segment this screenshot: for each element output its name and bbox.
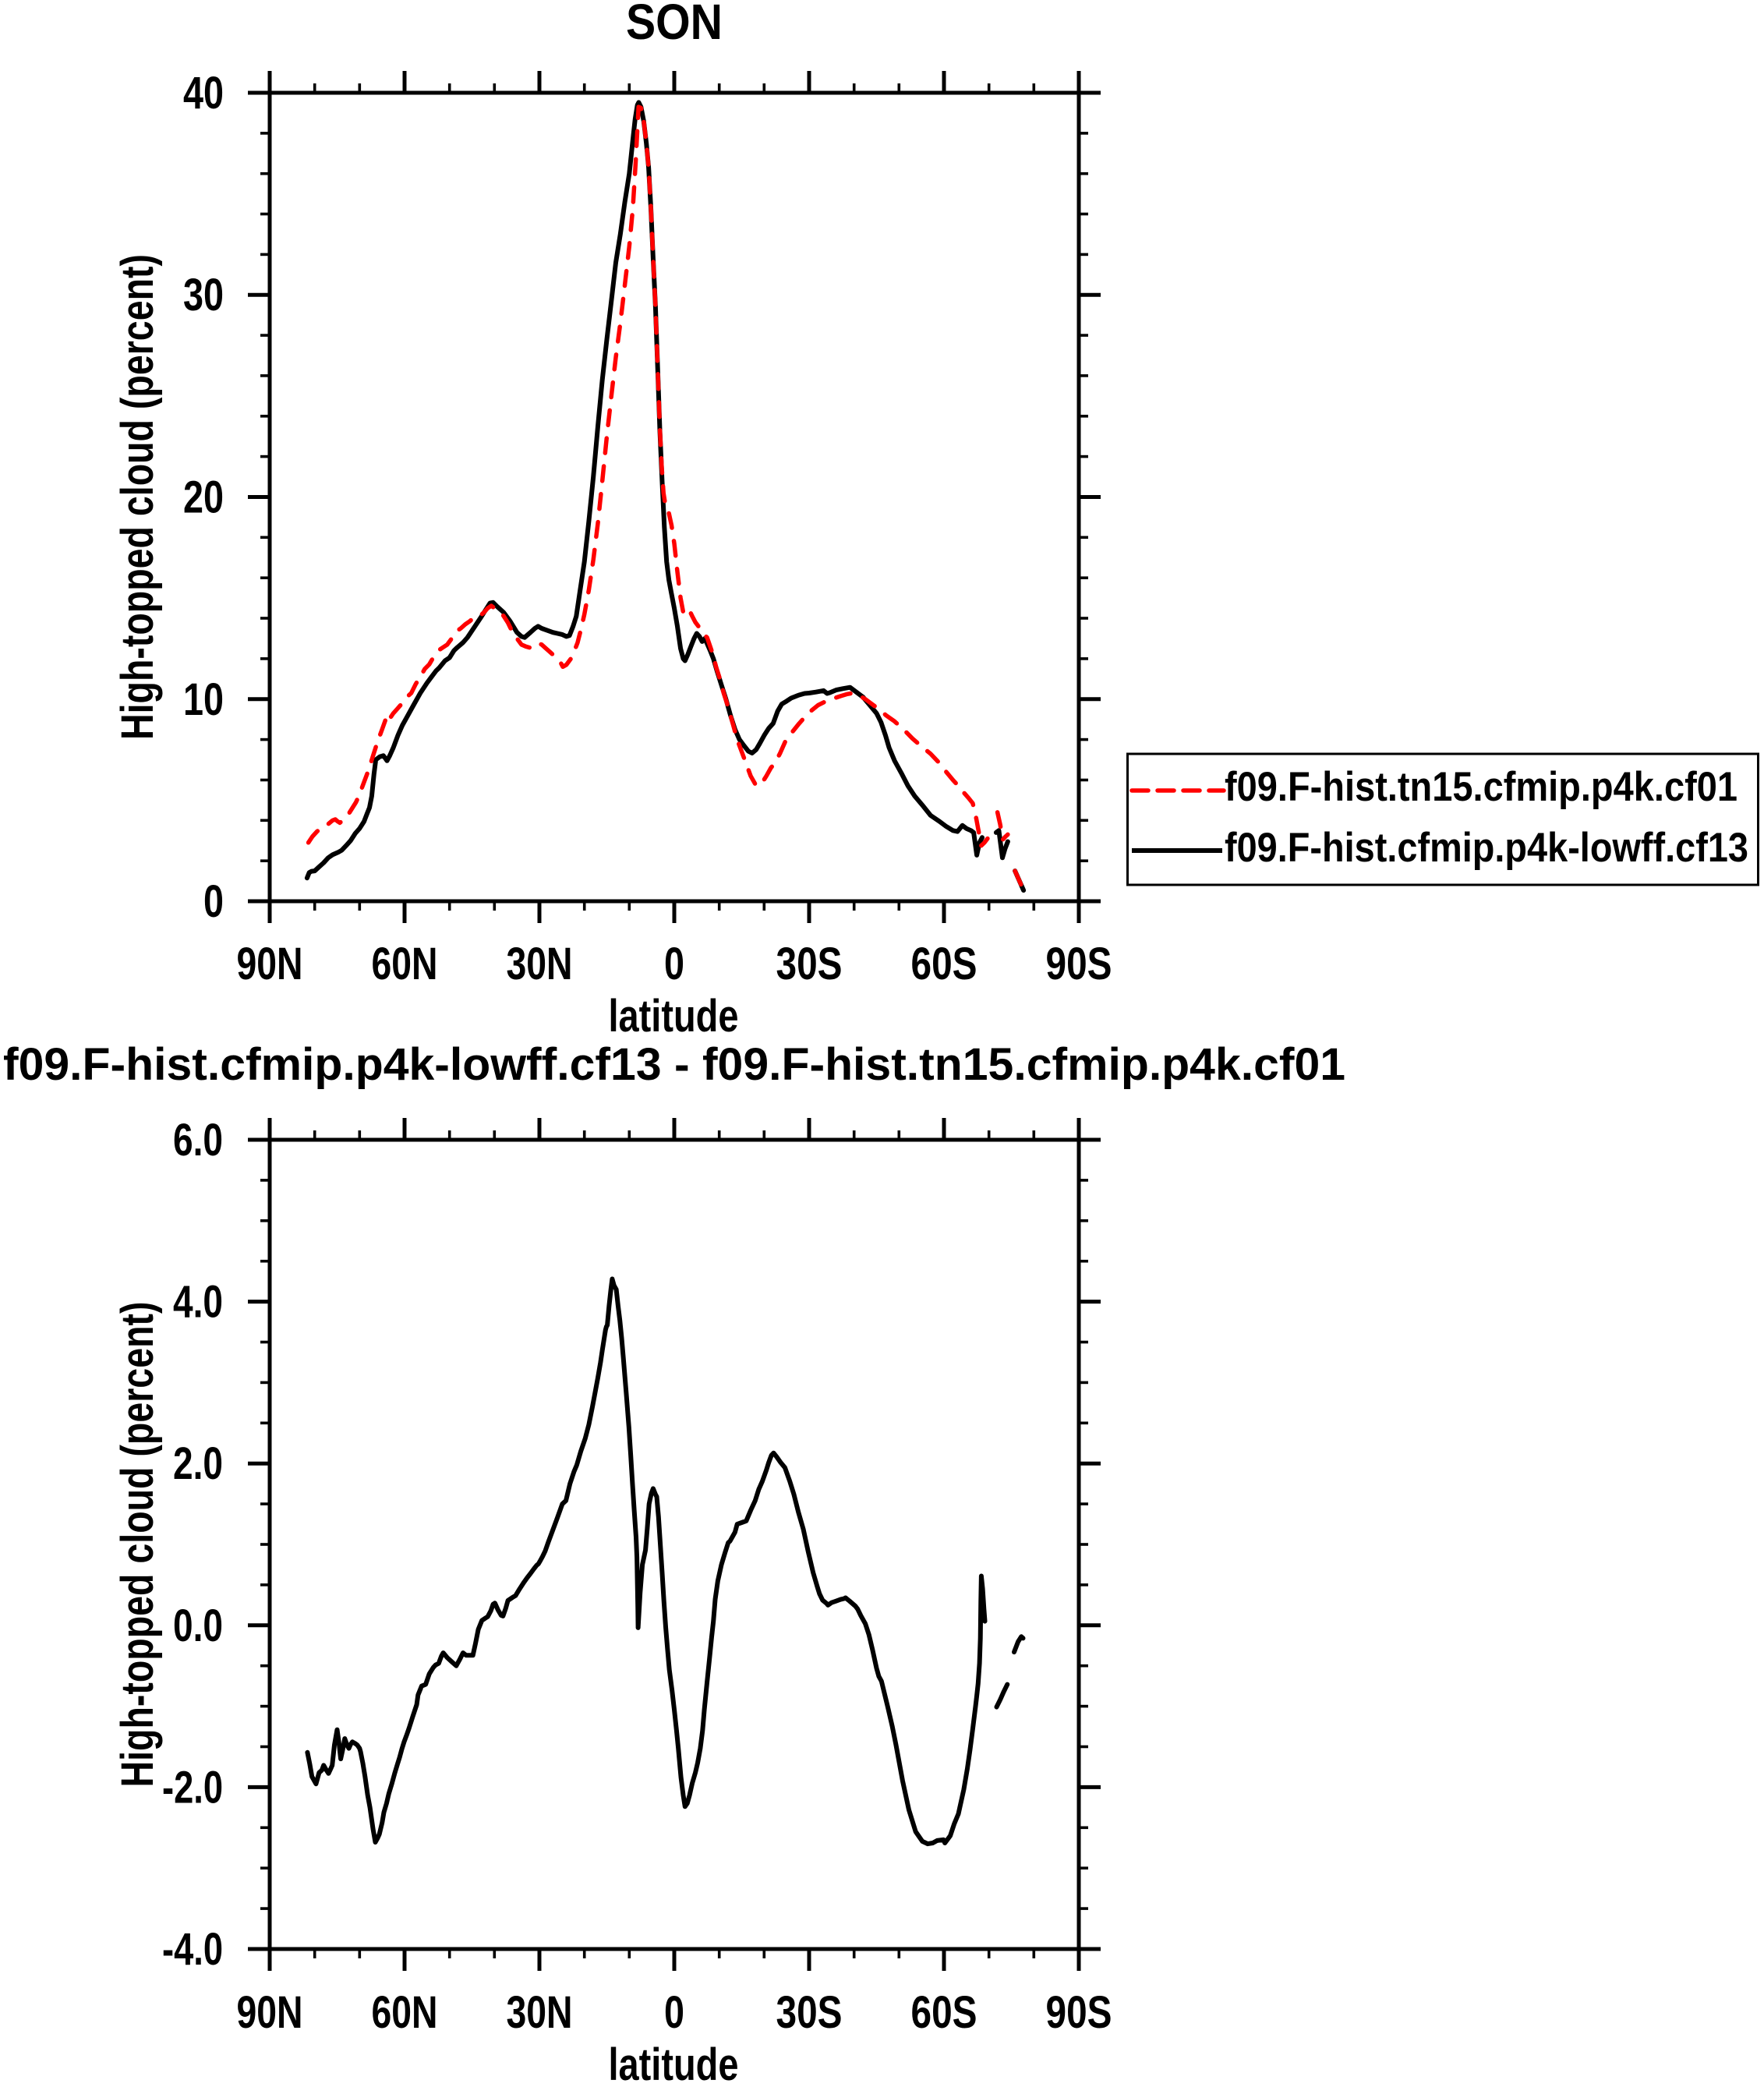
svg-text:-4.0: -4.0	[162, 1924, 223, 1975]
svg-text:f09.F-hist.cfmip.p4k-lowff.cf1: f09.F-hist.cfmip.p4k-lowff.cf13	[1225, 825, 1748, 871]
svg-text:latitude: latitude	[609, 2039, 739, 2083]
svg-text:latitude: latitude	[609, 991, 739, 1042]
svg-text:f09.F-hist.tn15.cfmip.p4k.cf01: f09.F-hist.tn15.cfmip.p4k.cf01	[1225, 764, 1737, 810]
svg-text:60N: 60N	[372, 939, 438, 989]
svg-text:90S: 90S	[1046, 1987, 1112, 2038]
svg-text:90N: 90N	[237, 1987, 303, 2038]
svg-text:30N: 30N	[507, 939, 573, 989]
svg-text:90S: 90S	[1046, 939, 1112, 989]
svg-text:High-topped cloud (percent): High-topped cloud (percent)	[112, 1302, 163, 1788]
svg-text:10: 10	[183, 674, 224, 725]
svg-text:SON: SON	[626, 0, 723, 50]
svg-text:0: 0	[203, 876, 224, 927]
svg-text:f09.F-hist.cfmip.p4k-lowff.cf1: f09.F-hist.cfmip.p4k-lowff.cf13 - f09.F-…	[3, 1039, 1345, 1090]
svg-text:30: 30	[183, 270, 224, 320]
svg-text:60S: 60S	[911, 939, 977, 989]
svg-text:90N: 90N	[237, 939, 303, 989]
svg-text:60N: 60N	[372, 1987, 438, 2038]
svg-text:-2.0: -2.0	[162, 1762, 223, 1813]
svg-text:30S: 30S	[776, 1987, 843, 2038]
svg-text:40: 40	[183, 68, 224, 118]
svg-text:20: 20	[183, 472, 224, 523]
svg-text:30N: 30N	[507, 1987, 573, 2038]
svg-text:6.0: 6.0	[173, 1115, 223, 1166]
svg-text:0.0: 0.0	[173, 1601, 223, 1651]
svg-text:30S: 30S	[776, 939, 843, 989]
svg-text:0: 0	[664, 939, 684, 989]
svg-text:2.0: 2.0	[173, 1438, 223, 1489]
svg-text:High-topped cloud (percent): High-topped cloud (percent)	[112, 254, 163, 740]
svg-text:4.0: 4.0	[173, 1277, 223, 1328]
svg-text:60S: 60S	[911, 1987, 977, 2038]
svg-text:0: 0	[664, 1987, 684, 2038]
